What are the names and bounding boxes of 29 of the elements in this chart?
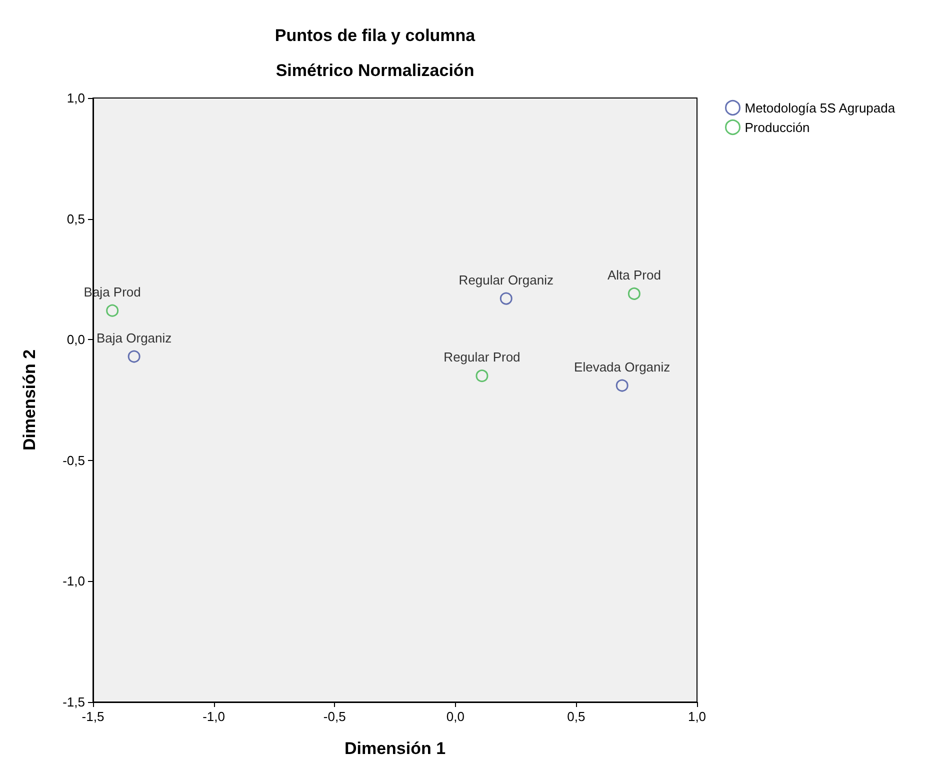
y-tick-label: -0,5: [62, 452, 85, 468]
x-tick-label: -1,0: [202, 709, 226, 724]
legend-label: Producción: [744, 120, 810, 135]
x-tick-label: 1,0: [688, 709, 706, 724]
y-tick-label: -1,0: [62, 574, 85, 589]
y-tick-label: 0,5: [66, 211, 85, 226]
point: [476, 370, 488, 382]
point: [106, 304, 119, 317]
data-label: Alta Prod: [607, 267, 661, 282]
point: [128, 350, 140, 363]
x-tick-label: -0,5: [323, 709, 346, 724]
chart-title: Puntos de fila y columna: [274, 26, 476, 45]
point: [616, 379, 628, 392]
y-axis-title: Dimensión 2: [20, 349, 39, 451]
x-tick-label: 0,5: [567, 709, 586, 724]
chart-subtitle: Simétrico Normalización: [276, 61, 474, 80]
x-tick-label: -1,5: [82, 709, 104, 724]
point: [500, 292, 512, 305]
y-tick-label: -1,5: [62, 694, 85, 710]
data-label: Regular Prod: [444, 350, 520, 365]
x-tick-label: 0,0: [446, 709, 464, 724]
data-label: Elevada Organiz: [574, 359, 670, 374]
point: [628, 287, 640, 300]
y-tick-label: 0,0: [66, 332, 85, 348]
legend-label: Metodología 5S Agrupada: [744, 100, 896, 116]
x-axis-title: Dimensión 1: [344, 739, 446, 758]
data-label: Baja Organiz: [96, 330, 172, 346]
data-label: Regular Organiz: [458, 272, 554, 288]
y-tick-label: 1,0: [66, 90, 85, 106]
